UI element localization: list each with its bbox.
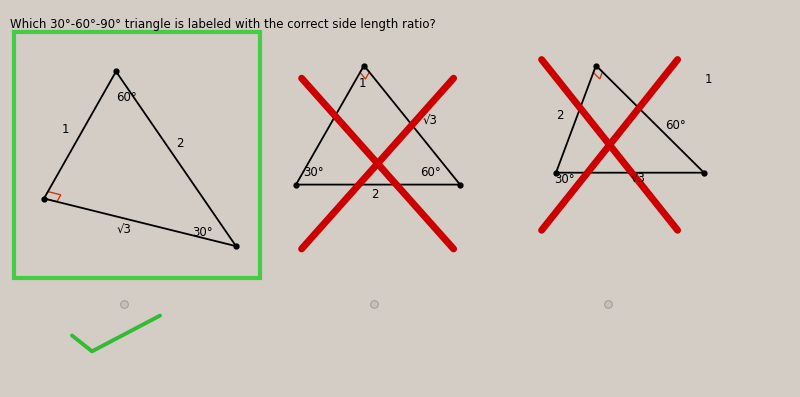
- Text: √3: √3: [117, 224, 131, 237]
- Text: 2: 2: [176, 137, 184, 150]
- Text: 1: 1: [62, 123, 70, 135]
- Text: 30°: 30°: [192, 226, 213, 239]
- Text: √3: √3: [423, 115, 438, 127]
- Text: 2: 2: [370, 188, 378, 201]
- Text: √3: √3: [631, 173, 646, 186]
- Text: 30°: 30°: [303, 166, 324, 179]
- Text: 60°: 60°: [666, 119, 686, 131]
- Text: Which 30°-60°-90° triangle is labeled with the correct side length ratio?: Which 30°-60°-90° triangle is labeled wi…: [10, 18, 435, 31]
- Text: 60°: 60°: [420, 166, 441, 179]
- Text: 30°: 30°: [554, 173, 574, 186]
- Text: 1: 1: [704, 73, 712, 86]
- Bar: [14, 32, 260, 278]
- Text: 1: 1: [358, 77, 366, 90]
- Text: 2: 2: [556, 109, 564, 121]
- Text: 60°: 60°: [116, 91, 137, 104]
